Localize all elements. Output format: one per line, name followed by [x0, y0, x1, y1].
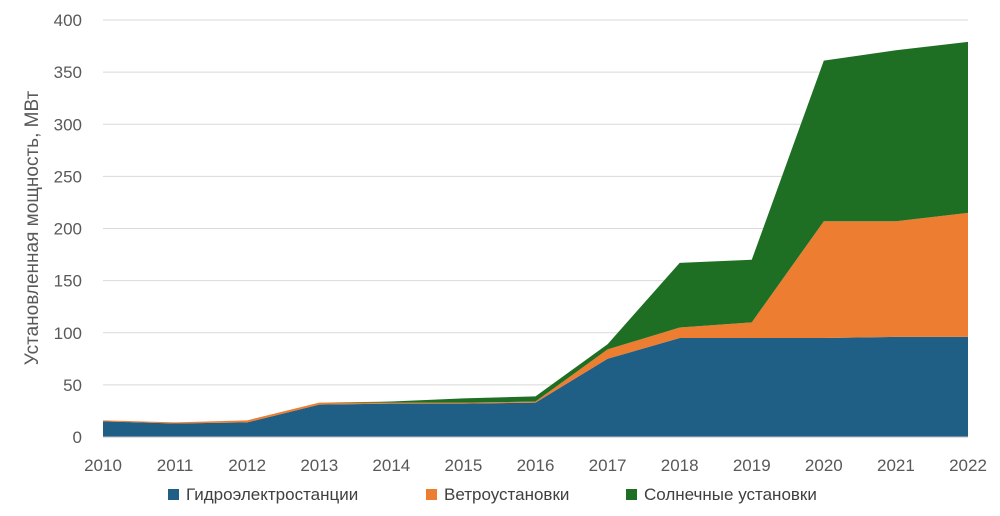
x-tick-label: 2014: [372, 456, 410, 475]
x-tick-label: 2018: [661, 456, 699, 475]
x-tick-label: 2022: [949, 456, 987, 475]
y-tick-label: 400: [54, 11, 82, 30]
x-tick-label: 2016: [517, 456, 555, 475]
legend-swatch: [626, 489, 637, 500]
y-axis-label: Установленная мощность, МВт: [22, 91, 43, 366]
y-axis-ticks: 0 50 100 150 200 250 300 350 400: [54, 11, 82, 447]
area-series-3: [103, 41, 968, 423]
x-tick-label: 2020: [805, 456, 843, 475]
legend: Гидроэлектростанции Ветроустановки Солнечн…: [168, 485, 817, 504]
area-series-2: [103, 212, 968, 424]
y-tick-label: 50: [63, 376, 82, 395]
y-tick-label: 150: [54, 272, 82, 291]
y-tick-label: 0: [73, 428, 82, 447]
grid-lines: [103, 19, 968, 438]
y-tick-label: 200: [54, 220, 82, 239]
x-tick-label: 2021: [877, 456, 915, 475]
x-tick-label: 2013: [300, 456, 338, 475]
y-tick-label: 300: [54, 115, 82, 134]
x-tick-label: 2019: [733, 456, 771, 475]
x-tick-label: 2015: [445, 456, 483, 475]
y-tick-label: 100: [54, 324, 82, 343]
x-tick-label: 2017: [589, 456, 627, 475]
area-series-1: [103, 336, 968, 437]
x-tick-label: 2010: [84, 456, 122, 475]
area-series: [103, 41, 968, 438]
x-tick-label: 2011: [157, 456, 194, 475]
legend-label: Солнечные установки: [644, 485, 817, 504]
y-tick-label: 350: [54, 63, 82, 82]
legend-swatch: [168, 489, 179, 500]
legend-label: Ветроустановки: [444, 485, 569, 504]
legend-label: Гидроэлектростанции: [186, 485, 358, 504]
x-tick-label: 2012: [228, 456, 266, 475]
legend-swatch: [426, 489, 437, 500]
y-tick-label: 250: [54, 167, 82, 186]
x-axis-ticks: 2010 2011 2012 2013 2014 2015 2016 2017 2018 2019…: [84, 456, 987, 475]
